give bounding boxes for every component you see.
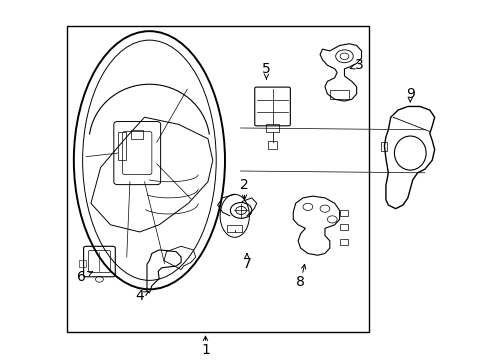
Bar [339,210,347,216]
Bar [118,131,125,160]
Text: 4: 4 [135,289,144,303]
Text: 6: 6 [77,270,85,284]
Bar [79,260,86,267]
Text: 1: 1 [201,343,209,357]
Bar [380,142,386,151]
Bar [227,225,242,232]
Bar [265,125,278,131]
Text: 2: 2 [240,178,248,192]
Bar [267,140,277,149]
Bar [131,130,143,139]
Bar [339,224,347,230]
Bar [339,239,347,244]
Text: 3: 3 [354,58,363,72]
Text: 5: 5 [262,62,270,76]
Text: 7: 7 [242,257,251,271]
Bar [329,90,348,99]
Text: 8: 8 [296,275,305,289]
Bar [66,26,368,332]
Text: 9: 9 [405,87,414,101]
